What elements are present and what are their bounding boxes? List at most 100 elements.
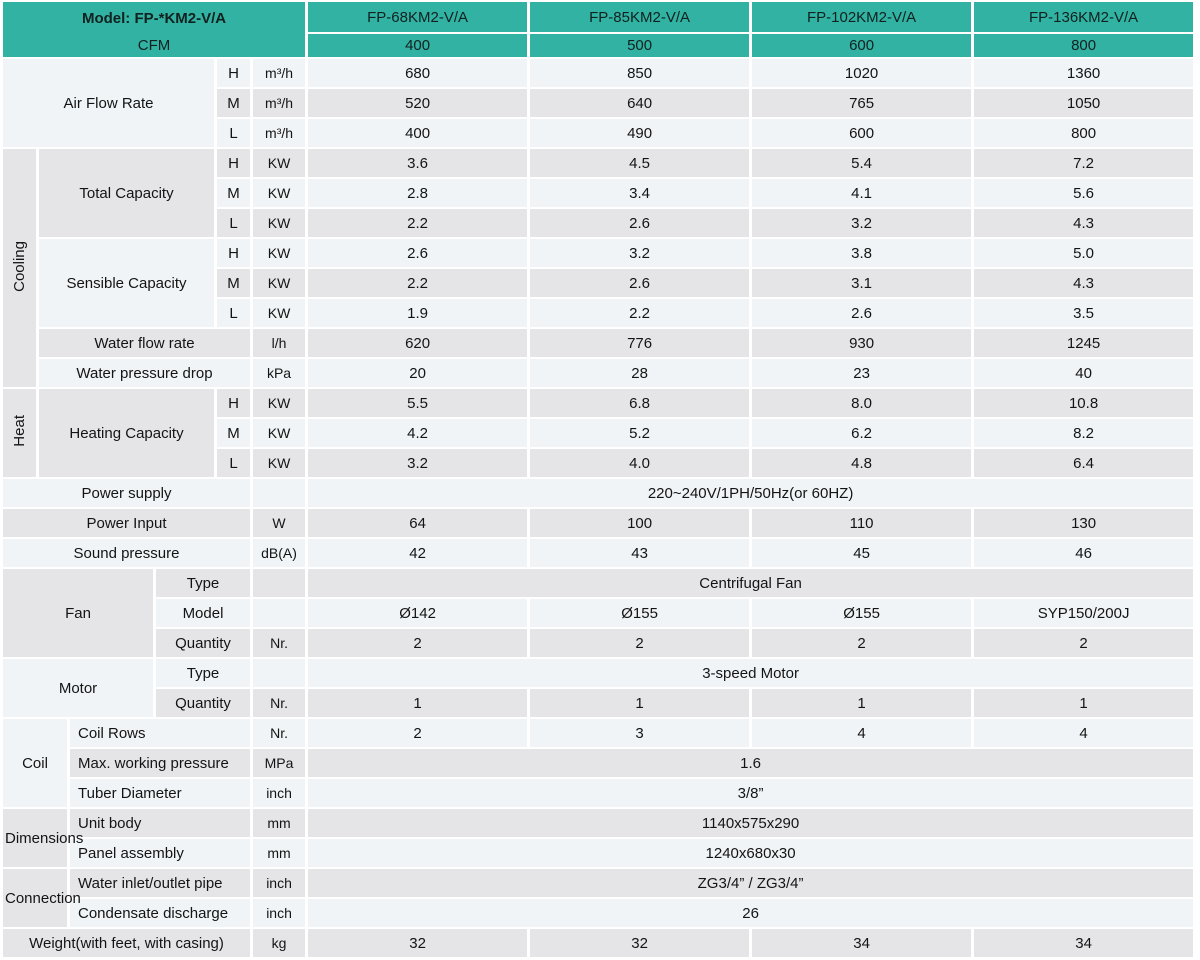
- speed-label: M: [217, 89, 250, 117]
- unit-cell: Nr.: [253, 629, 306, 657]
- cooling-vertical-label: Cooling: [11, 240, 28, 292]
- value-cell: 43: [530, 539, 750, 567]
- row-label-weight: Weight(with feet, with casing): [3, 929, 250, 957]
- unit-cell: Nr.: [253, 689, 306, 717]
- row-label-water-flow: Water flow rate: [39, 329, 250, 357]
- value-cell: 1020: [752, 59, 972, 87]
- value-cell: 1245: [974, 329, 1194, 357]
- row-label-fan-model: Model: [156, 599, 250, 627]
- value-cell: 46: [974, 539, 1194, 567]
- value-cell: 3.2: [530, 239, 750, 267]
- value-cell: 6.2: [752, 419, 972, 447]
- row-label-heating-capacity: Heating Capacity: [39, 389, 214, 477]
- unit-cell: KW: [253, 299, 306, 327]
- value-cell: 2.8: [308, 179, 528, 207]
- unit-cell: m³/h: [253, 119, 306, 147]
- model-header-label: Model: FP-*KM2-V/A: [81, 9, 227, 27]
- unit-cell: KW: [253, 269, 306, 297]
- unit-cell: inch: [253, 899, 306, 927]
- row-label-max-working-pressure: Max. working pressure: [70, 749, 250, 777]
- row-label-coil-rows: Coil Rows: [70, 719, 250, 747]
- value-cell: 850: [530, 59, 750, 87]
- unit-cell: KW: [253, 389, 306, 417]
- unit-cell: kPa: [253, 359, 306, 387]
- unit-cell: dB(A): [253, 539, 306, 567]
- column-header-model-4: FP-136KM2-V/A: [974, 2, 1194, 32]
- row-label-sensible-capacity: Sensible Capacity: [39, 239, 214, 327]
- speed-label: L: [217, 119, 250, 147]
- value-cell: 4.3: [974, 209, 1194, 237]
- row-label-condensate: Condensate discharge: [70, 899, 250, 927]
- value-cell: 1360: [974, 59, 1194, 87]
- speed-label: H: [217, 239, 250, 267]
- speed-label: M: [217, 419, 250, 447]
- unit-cell: KW: [253, 209, 306, 237]
- unit-cell: l/h: [253, 329, 306, 357]
- value-cell: 42: [308, 539, 528, 567]
- section-label-dimensions: Dimensions: [3, 809, 83, 867]
- row-label-motor-type: Type: [156, 659, 250, 687]
- value-cell: 800: [974, 119, 1194, 147]
- unit-cell: inch: [253, 779, 306, 807]
- unit-cell: m³/h: [253, 89, 306, 117]
- section-label-cooling: Cooling: [3, 149, 36, 387]
- value-cell: 680: [308, 59, 528, 87]
- value-cell-span: Centrifugal Fan: [308, 569, 1194, 597]
- row-label-unit-body: Unit body: [70, 809, 250, 837]
- column-header-model-1: FP-68KM2-V/A: [308, 2, 528, 32]
- section-label-heat: Heat: [3, 389, 36, 477]
- value-cell: 100: [530, 509, 750, 537]
- value-cell: Ø155: [752, 599, 972, 627]
- speed-label: H: [217, 149, 250, 177]
- cfm-value-4: 800: [974, 34, 1194, 57]
- speed-label: L: [217, 209, 250, 237]
- unit-cell: KW: [253, 419, 306, 447]
- value-cell: Ø142: [308, 599, 528, 627]
- value-cell: 1050: [974, 89, 1194, 117]
- unit-cell: KW: [253, 239, 306, 267]
- cfm-value-1: 400: [308, 34, 528, 57]
- unit-cell-empty: [253, 479, 306, 507]
- value-cell-span: 220~240V/1PH/50Hz(or 60HZ): [308, 479, 1194, 507]
- unit-cell: kg: [253, 929, 306, 957]
- value-cell: 64: [308, 509, 528, 537]
- value-cell-span: 1.6: [308, 749, 1194, 777]
- value-cell: 1.9: [308, 299, 528, 327]
- value-cell: SYP150/200J: [974, 599, 1194, 627]
- value-cell: 40: [974, 359, 1194, 387]
- unit-cell: m³/h: [253, 59, 306, 87]
- value-cell: 3: [530, 719, 750, 747]
- value-cell: 5.4: [752, 149, 972, 177]
- heat-vertical-label: Heat: [11, 415, 28, 447]
- value-cell: 776: [530, 329, 750, 357]
- value-cell-span: 3-speed Motor: [308, 659, 1194, 687]
- value-cell: 2.6: [530, 269, 750, 297]
- value-cell: 5.5: [308, 389, 528, 417]
- value-cell: 600: [752, 119, 972, 147]
- value-cell: 2.2: [308, 209, 528, 237]
- value-cell: 3.8: [752, 239, 972, 267]
- value-cell: 5.6: [974, 179, 1194, 207]
- value-cell: 34: [752, 929, 972, 957]
- value-cell: 6.4: [974, 449, 1194, 477]
- unit-cell: KW: [253, 449, 306, 477]
- value-cell: 2: [308, 629, 528, 657]
- value-cell: 4: [752, 719, 972, 747]
- row-label-sound-pressure: Sound pressure: [3, 539, 250, 567]
- unit-cell: mm: [253, 809, 306, 837]
- cfm-value-3: 600: [752, 34, 972, 57]
- row-label-panel-assembly: Panel assembly: [70, 839, 250, 867]
- value-cell: 3.2: [308, 449, 528, 477]
- row-label-total-capacity: Total Capacity: [39, 149, 214, 237]
- value-cell: 2: [974, 629, 1194, 657]
- unit-cell: MPa: [253, 749, 306, 777]
- speed-label: M: [217, 269, 250, 297]
- section-label-connection: Connection: [3, 869, 81, 927]
- row-label-pressure-drop: Water pressure drop: [39, 359, 250, 387]
- section-label-motor: Motor: [3, 659, 153, 717]
- unit-cell-empty: [253, 659, 306, 687]
- value-cell: 10.8: [974, 389, 1194, 417]
- value-cell: 930: [752, 329, 972, 357]
- unit-cell: KW: [253, 149, 306, 177]
